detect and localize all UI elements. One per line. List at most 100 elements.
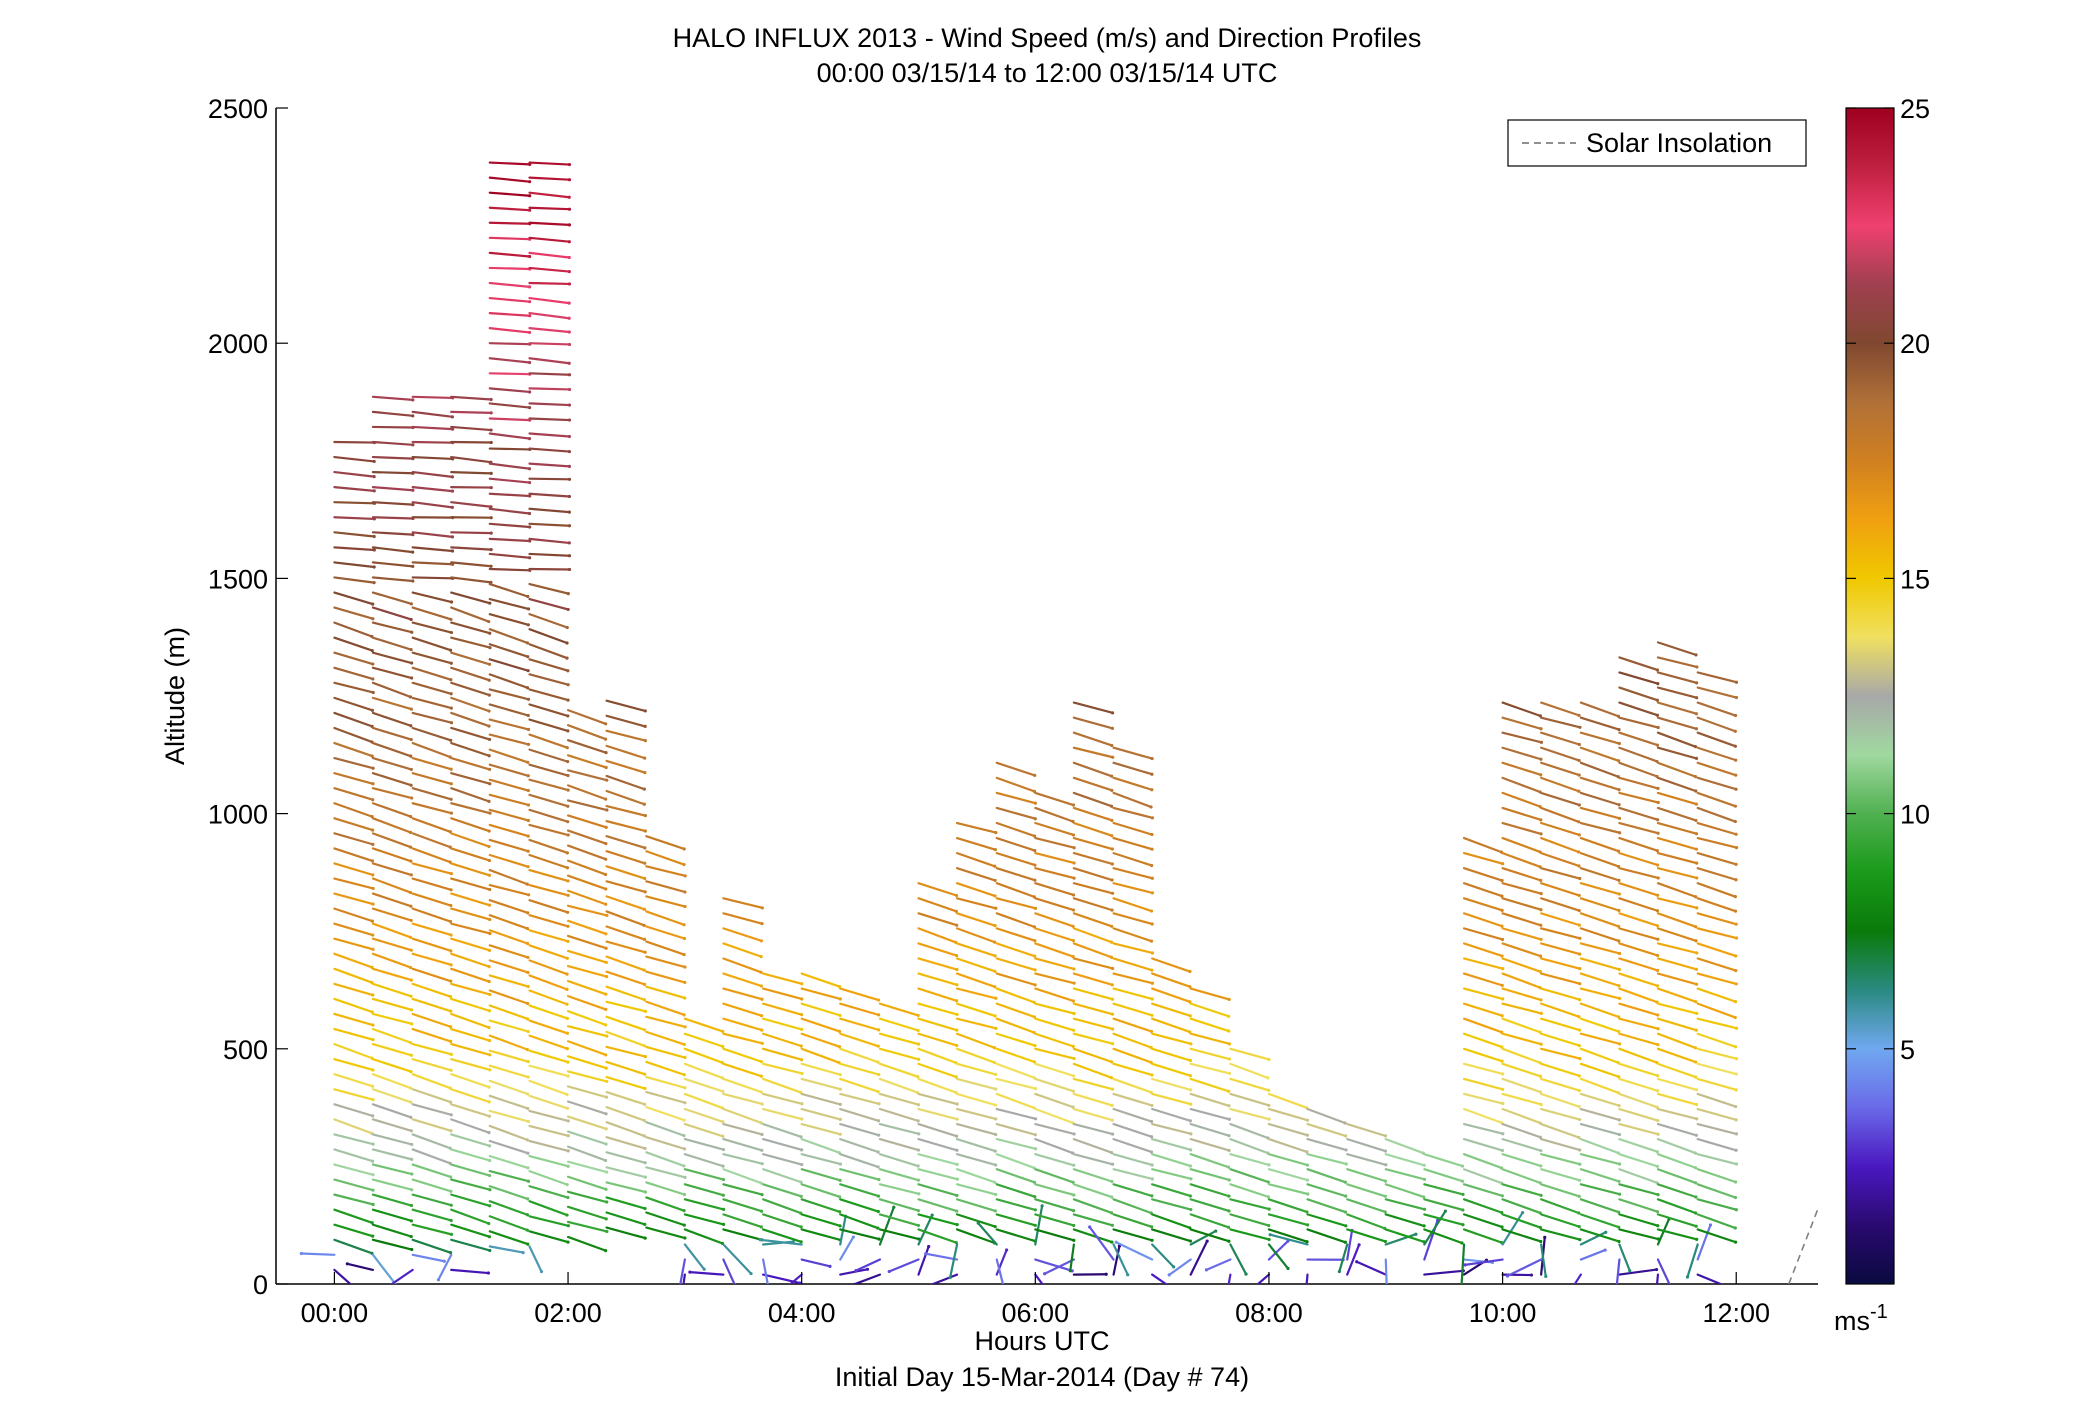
wind-vector [450,982,491,996]
wind-vector [683,1183,725,1197]
wind-vector-head [371,1098,375,1102]
wind-vector [762,1062,804,1075]
colorbar-frame [1845,107,1895,1285]
wind-vector [371,636,413,651]
wind-vector [371,817,412,834]
wind-vector [605,759,646,774]
wind-vector [1656,1168,1697,1184]
wind-vector [722,897,764,909]
wind-vector-head [567,223,572,227]
wind-vector-head [1110,1087,1115,1091]
wind-vector [488,1215,529,1232]
wind-vector-head [1604,1230,1608,1234]
wind-vector-head [643,1086,647,1091]
wind-vector [917,882,958,897]
wind-vector-head [683,996,687,1000]
wind-vector [645,970,686,984]
wind-vector-head [566,1224,570,1228]
wind-vector-head [683,904,687,909]
wind-vector-head [993,1103,998,1107]
wind-vector-head [604,857,608,861]
wind-vector [450,1088,491,1103]
plot-area [275,108,1818,1285]
wind-vector [917,1153,959,1166]
wind-vector-head [526,669,530,673]
wind-vector-head [976,1221,980,1225]
wind-vector-head [799,1044,803,1048]
wind-vector-head [1618,831,1622,835]
wind-vector [605,925,646,941]
wind-vector [333,1042,373,1060]
wind-vector [722,1168,763,1185]
wind-vector [333,1193,375,1206]
wind-vector [528,1215,570,1227]
wind-vector [333,802,374,818]
wind-vector-head [1694,1102,1699,1107]
wind-vector-head [449,630,454,635]
wind-vector-head [916,1209,920,1213]
wind-vector-head [1695,1237,1699,1241]
wind-vector-head [1072,861,1076,865]
wind-vector [839,1047,880,1064]
wind-vector [852,1273,882,1284]
wind-vector-field [299,161,1739,1284]
wind-vector [762,1198,802,1215]
wind-vector [605,1226,647,1240]
wind-vector [878,1198,920,1212]
wind-vector [450,847,491,862]
wind-vector-head [1149,909,1154,913]
wind-vector-head [1188,969,1192,974]
wind-vector-head [371,886,375,891]
wind-vector-head [371,690,375,695]
wind-vector-head [877,1013,881,1017]
wind-vector-head [1150,968,1154,972]
wind-vector-head [487,1235,491,1239]
wind-vector-head [1539,998,1543,1002]
wind-vector [1656,852,1698,865]
wind-vector [1462,1122,1504,1135]
wind-vector-head [489,564,493,568]
wind-vector [528,1124,570,1137]
wind-vector [1579,987,1621,1000]
wind-vector-head [525,941,530,946]
wind-vector [371,1193,413,1207]
wind-vector [1501,1183,1543,1197]
wind-vector-head [1267,1207,1271,1211]
wind-vector [949,1243,959,1279]
wind-vector [995,867,1037,882]
wind-vector-head [526,1029,530,1034]
wind-vector [1696,836,1738,849]
wind-vector [333,726,373,744]
wind-vector-head [1111,1042,1115,1046]
wind-vector [605,985,646,1001]
wind-vector [371,1088,412,1104]
wind-vector [371,516,415,520]
wind-vector-head [449,782,453,786]
wind-vector-head [1150,1073,1154,1077]
wind-vector [1501,731,1543,744]
wind-vector-head [1072,1209,1076,1213]
wind-vector [1540,972,1581,985]
wind-vector-head [1422,1207,1427,1211]
wind-vector-head [994,1117,998,1121]
wind-vector [371,787,413,800]
wind-vector-head [370,1221,374,1225]
wind-vector [1540,987,1581,1001]
wind-vector-head [409,767,413,772]
wind-vector [411,1163,452,1179]
wind-vector-head [604,1249,608,1253]
wind-vector-head [1617,878,1621,882]
wind-vector [1112,867,1154,880]
wind-vector-head [1305,1210,1309,1214]
wind-vector-head [1577,1044,1581,1048]
wind-vector-head [1655,1164,1660,1168]
wind-vector [333,907,374,923]
wind-vector [1501,927,1543,941]
wind-vector [1696,1062,1738,1076]
wind-vector [488,763,530,777]
wind-vector [645,895,687,908]
wind-vector-head [1655,953,1660,958]
wind-vector [371,711,412,727]
wind-vector [917,1002,959,1016]
wind-vector [528,236,571,243]
